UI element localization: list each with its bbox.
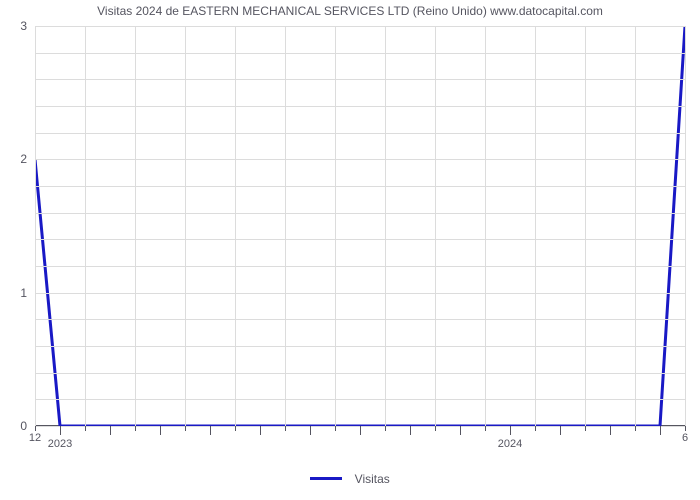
x-tick-minor [685, 426, 686, 431]
legend: Visitas [0, 470, 700, 488]
y-gridline [35, 293, 685, 294]
x-tick-minor [235, 426, 236, 431]
legend-swatch [310, 477, 342, 480]
y-minor-gridline [35, 319, 685, 320]
chart-container: Visitas 2024 de EASTERN MECHANICAL SERVI… [0, 0, 700, 500]
x-tick-major [410, 426, 411, 435]
x-gridline [685, 26, 686, 426]
y-minor-gridline [35, 346, 685, 347]
y-minor-gridline [35, 186, 685, 187]
x-gridline [285, 26, 286, 426]
y-minor-gridline [35, 213, 685, 214]
x-tick-minor [85, 426, 86, 431]
y-minor-gridline [35, 106, 685, 107]
y-tick-label: 0 [0, 419, 27, 433]
y-minor-gridline [35, 239, 685, 240]
x-tick-major [660, 426, 661, 435]
x-tick-minor [435, 426, 436, 431]
y-gridline [35, 26, 685, 27]
x-tick-minor [285, 426, 286, 431]
x-gridline [235, 26, 236, 426]
y-minor-gridline [35, 373, 685, 374]
x-tick-major [460, 426, 461, 435]
x-tick-minor [135, 426, 136, 431]
x-tick-major [110, 426, 111, 435]
x-gridline [35, 26, 36, 426]
plot-area [35, 26, 685, 426]
x-gridline [635, 26, 636, 426]
x-tick-minor [635, 426, 636, 431]
x-tick-major [360, 426, 361, 435]
x-gridline [135, 26, 136, 426]
y-minor-gridline [35, 266, 685, 267]
x-major-label: 2023 [30, 438, 90, 450]
x-gridline [385, 26, 386, 426]
x-major-label: 2024 [480, 438, 540, 450]
x-gridline [335, 26, 336, 426]
y-minor-gridline [35, 399, 685, 400]
x-gridline [485, 26, 486, 426]
x-tick-major [210, 426, 211, 435]
y-minor-gridline [35, 133, 685, 134]
x-tick-major [610, 426, 611, 435]
x-tick-major [260, 426, 261, 435]
x-gridline [535, 26, 536, 426]
x-tick-major [560, 426, 561, 435]
x-gridline [185, 26, 186, 426]
x-tick-minor [35, 426, 36, 431]
x-tick-minor [535, 426, 536, 431]
y-tick-label: 1 [0, 286, 27, 300]
y-minor-gridline [35, 79, 685, 80]
x-tick-major [160, 426, 161, 435]
legend-label: Visitas [355, 472, 390, 486]
y-minor-gridline [35, 53, 685, 54]
x-tick-minor [385, 426, 386, 431]
x-tick-minor [485, 426, 486, 431]
x-tick-major [510, 426, 511, 435]
x-minor-label: 6 [665, 432, 700, 444]
x-tick-minor [585, 426, 586, 431]
x-tick-major [60, 426, 61, 435]
y-tick-label: 2 [0, 152, 27, 166]
x-tick-major [310, 426, 311, 435]
y-tick-label: 3 [0, 19, 27, 33]
x-gridline [585, 26, 586, 426]
y-gridline [35, 159, 685, 160]
x-tick-minor [335, 426, 336, 431]
chart-title: Visitas 2024 de EASTERN MECHANICAL SERVI… [0, 4, 700, 18]
x-tick-minor [185, 426, 186, 431]
series-line-visitas [35, 26, 685, 426]
x-gridline [85, 26, 86, 426]
x-gridline [435, 26, 436, 426]
